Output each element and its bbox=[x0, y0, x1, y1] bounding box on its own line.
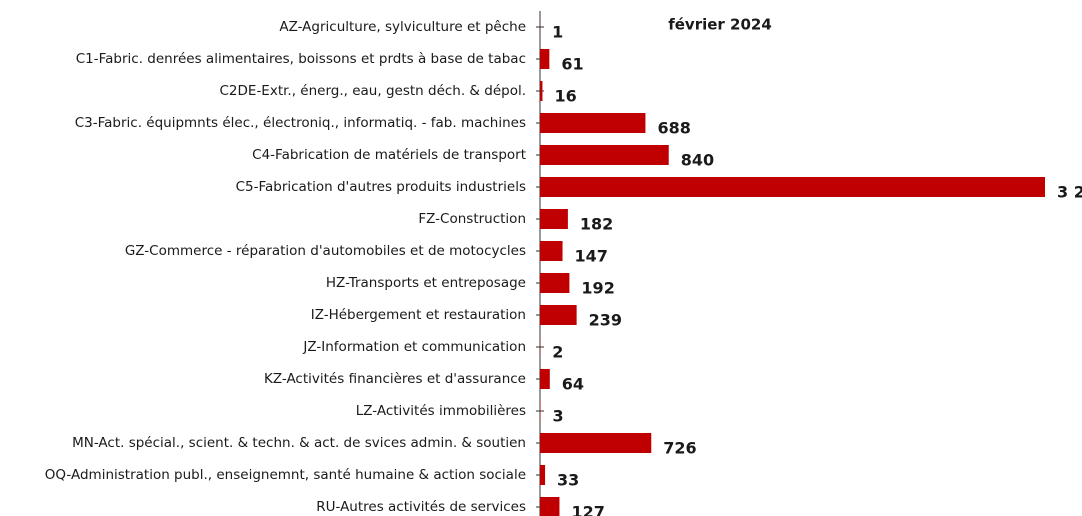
value-label: 239 bbox=[589, 311, 622, 330]
value-label: 147 bbox=[575, 247, 608, 266]
bar bbox=[540, 145, 669, 165]
y-tick-label: C1-Fabric. denrées alimentaires, boisson… bbox=[76, 51, 526, 67]
value-label: 61 bbox=[561, 55, 583, 74]
bar bbox=[540, 465, 546, 485]
value-label: 192 bbox=[581, 279, 614, 298]
bar bbox=[540, 113, 646, 133]
bar bbox=[540, 177, 1045, 197]
y-tick-label: HZ-Transports et entreposage bbox=[326, 275, 526, 291]
bar bbox=[540, 369, 550, 389]
bar bbox=[540, 209, 568, 229]
value-label: 127 bbox=[571, 503, 604, 516]
y-tick-label: KZ-Activités financières et d'assurance bbox=[264, 371, 526, 387]
bar bbox=[540, 305, 577, 325]
y-tick-label: C4-Fabrication de matériels de transport bbox=[252, 147, 526, 163]
value-label: 3 295 bbox=[1057, 183, 1082, 202]
y-tick-label: JZ-Information et communication bbox=[302, 339, 526, 355]
bar bbox=[540, 497, 560, 516]
value-label: 3 bbox=[552, 407, 563, 426]
value-label: 688 bbox=[657, 119, 690, 138]
y-tick-label: C2DE-Extr., énerg., eau, gestn déch. & d… bbox=[220, 83, 527, 99]
y-tick-label: LZ-Activités immobilières bbox=[356, 403, 526, 419]
value-label: 182 bbox=[580, 215, 613, 234]
bar bbox=[540, 433, 652, 453]
y-tick-label: RU-Autres activités de services bbox=[316, 499, 526, 515]
value-label: 840 bbox=[681, 151, 714, 170]
y-tick-label: IZ-Hébergement et restauration bbox=[311, 307, 526, 323]
y-tick-label: FZ-Construction bbox=[418, 211, 526, 227]
value-label: 16 bbox=[554, 87, 576, 106]
bar bbox=[540, 273, 570, 293]
value-label: 2 bbox=[552, 343, 563, 362]
y-tick-label: OQ-Administration publ., enseignemnt, sa… bbox=[45, 467, 526, 483]
value-label: 64 bbox=[562, 375, 584, 394]
y-tick-label: AZ-Agriculture, sylviculture et pêche bbox=[279, 19, 526, 35]
value-label: 33 bbox=[557, 471, 579, 490]
value-label: 726 bbox=[663, 439, 696, 458]
value-label: 1 bbox=[552, 23, 563, 42]
bar bbox=[540, 241, 563, 261]
y-tick-label: GZ-Commerce - réparation d'automobiles e… bbox=[125, 243, 526, 259]
y-tick-label: C5-Fabrication d'autres produits industr… bbox=[236, 179, 526, 195]
y-tick-label: MN-Act. spécial., scient. & techn. & act… bbox=[72, 435, 526, 451]
bar bbox=[540, 81, 543, 101]
bar bbox=[540, 49, 550, 69]
chart-title: février 2024 bbox=[668, 16, 772, 34]
y-tick-label: C3-Fabric. équipmnts élec., électroniq.,… bbox=[75, 115, 526, 131]
